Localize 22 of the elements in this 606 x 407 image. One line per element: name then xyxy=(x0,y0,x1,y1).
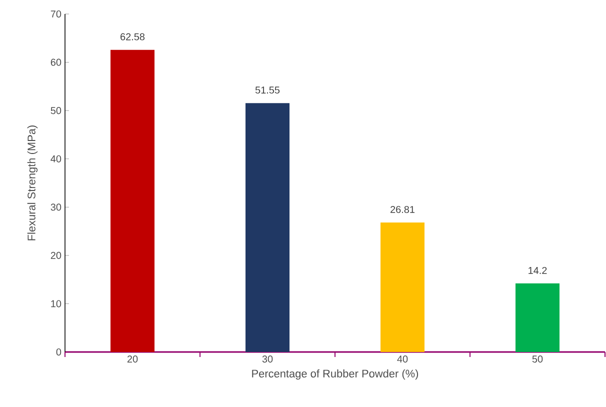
data-label: 26.81 xyxy=(390,206,414,214)
bar xyxy=(110,50,154,352)
y-tick-label: 40 xyxy=(50,155,62,162)
y-tick-label: 0 xyxy=(56,348,62,356)
bar xyxy=(380,222,425,352)
data-label: 51.55 xyxy=(255,86,280,94)
x-tick-label: 20 xyxy=(127,356,138,363)
y-tick-label: 30 xyxy=(50,204,62,211)
y-tick-label: 50 xyxy=(50,107,62,114)
bar xyxy=(516,283,560,352)
y-tick-label: 60 xyxy=(50,58,62,66)
x-axis-title: Percentage of Rubber Powder (%) xyxy=(252,369,418,380)
data-label: 62.58 xyxy=(120,33,145,40)
y-axis-title: Flexural Strength (MPa) xyxy=(27,126,38,240)
x-tick-label: 50 xyxy=(532,356,543,363)
data-label: 14.2 xyxy=(528,266,547,274)
y-tick-label: 10 xyxy=(51,300,62,308)
x-tick-label: 30 xyxy=(262,356,273,363)
bar xyxy=(246,103,290,352)
y-tick-label: 20 xyxy=(50,252,62,259)
x-tick-label: 40 xyxy=(397,356,408,363)
y-tick-label: 70 xyxy=(50,10,62,18)
